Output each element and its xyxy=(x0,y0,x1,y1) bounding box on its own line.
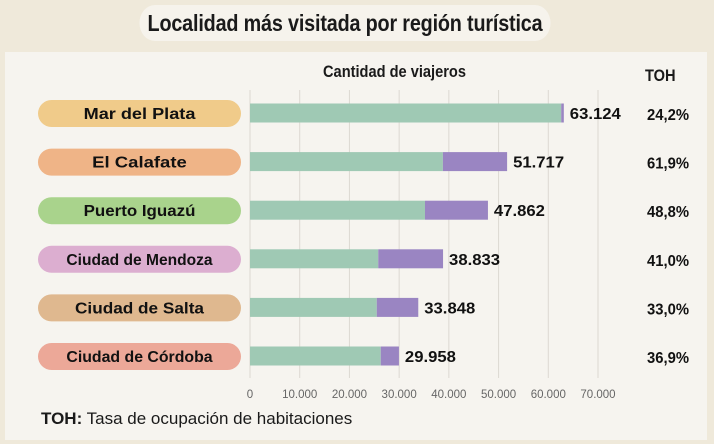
category-label: Mar del Plata xyxy=(84,106,196,123)
total-value-label: 63.124 xyxy=(570,106,621,123)
bar-segment-1 xyxy=(250,249,379,269)
total-value-label: 29.958 xyxy=(405,349,456,366)
toh-value-label: 48,8% xyxy=(647,204,689,221)
total-value-label: 51.717 xyxy=(513,155,564,172)
bar-segment-2 xyxy=(380,346,399,366)
grid-lines xyxy=(249,90,599,378)
x-tick-label: 60.000 xyxy=(531,389,566,401)
x-tick-label: 0 xyxy=(247,389,253,401)
category-pill xyxy=(38,100,241,127)
category-label: Puerto Iguazú xyxy=(84,203,196,220)
total-labels: 63.124 51.717 47.862 38.833 33.848 29.958 xyxy=(405,106,621,366)
travelers-column-header: Cantidad de viajeros xyxy=(323,62,467,81)
bar-segment-1 xyxy=(250,152,443,172)
bar-segment-2 xyxy=(561,103,564,123)
x-tick-label: 40.000 xyxy=(431,389,466,401)
category-pill xyxy=(38,197,241,225)
toh-value-label: 24,2% xyxy=(647,107,689,124)
bar-segment-2 xyxy=(376,297,419,317)
bar-segment-2 xyxy=(442,152,508,172)
total-value-label: 47.862 xyxy=(494,203,545,220)
bars xyxy=(250,103,564,366)
x-tick-label: 10.000 xyxy=(282,389,317,401)
x-tick-label: 70.000 xyxy=(580,389,615,401)
category-label: Ciudad de Salta xyxy=(75,300,204,317)
x-axis-ticks: 0 10.000 20.000 30.000 40.000 50.000 60.000 70.… xyxy=(247,389,616,401)
category-label: Ciudad de Córdoba xyxy=(66,349,212,366)
toh-value-label: 33,0% xyxy=(647,301,689,318)
toh-labels: 24,2% 61,9% 48,8% 41,0% 33,0% 36,9% xyxy=(647,107,689,367)
toh-value-label: 41,0% xyxy=(647,253,689,270)
category-pill xyxy=(38,343,241,370)
chart-title: Localidad más visitada por región turíst… xyxy=(139,5,551,41)
category-pill xyxy=(38,245,241,273)
x-tick-label: 30.000 xyxy=(382,389,417,401)
footnote-text: Tasa de ocupación de habitaciones xyxy=(82,409,353,428)
category-labels: Mar del Plata El Calafate Puerto Iguazú Ciu… xyxy=(38,100,241,370)
category-label: Ciudad de Mendoza xyxy=(66,252,212,269)
footnote-abbr: TOH: xyxy=(41,409,83,428)
bar-segment-2 xyxy=(424,200,488,220)
toh-value-label: 36,9% xyxy=(647,350,689,367)
bar-segment-2 xyxy=(378,249,444,269)
category-pill xyxy=(38,148,241,176)
total-value-label: 33.848 xyxy=(424,300,475,317)
toh-column-header: TOH xyxy=(645,66,676,85)
bar-segment-1 xyxy=(250,200,425,220)
toh-value-label: 61,9% xyxy=(647,156,689,173)
bar-segment-1 xyxy=(250,346,381,366)
category-pill xyxy=(38,294,241,322)
total-value-label: 38.833 xyxy=(449,252,500,269)
x-tick-label: 20.000 xyxy=(332,389,367,401)
category-label: El Calafate xyxy=(92,155,187,172)
x-tick-label: 50.000 xyxy=(481,389,516,401)
bar-segment-1 xyxy=(250,297,377,317)
bar-segment-1 xyxy=(250,103,562,123)
footnote: TOH: Tasa de ocupación de habitaciones xyxy=(41,409,352,429)
